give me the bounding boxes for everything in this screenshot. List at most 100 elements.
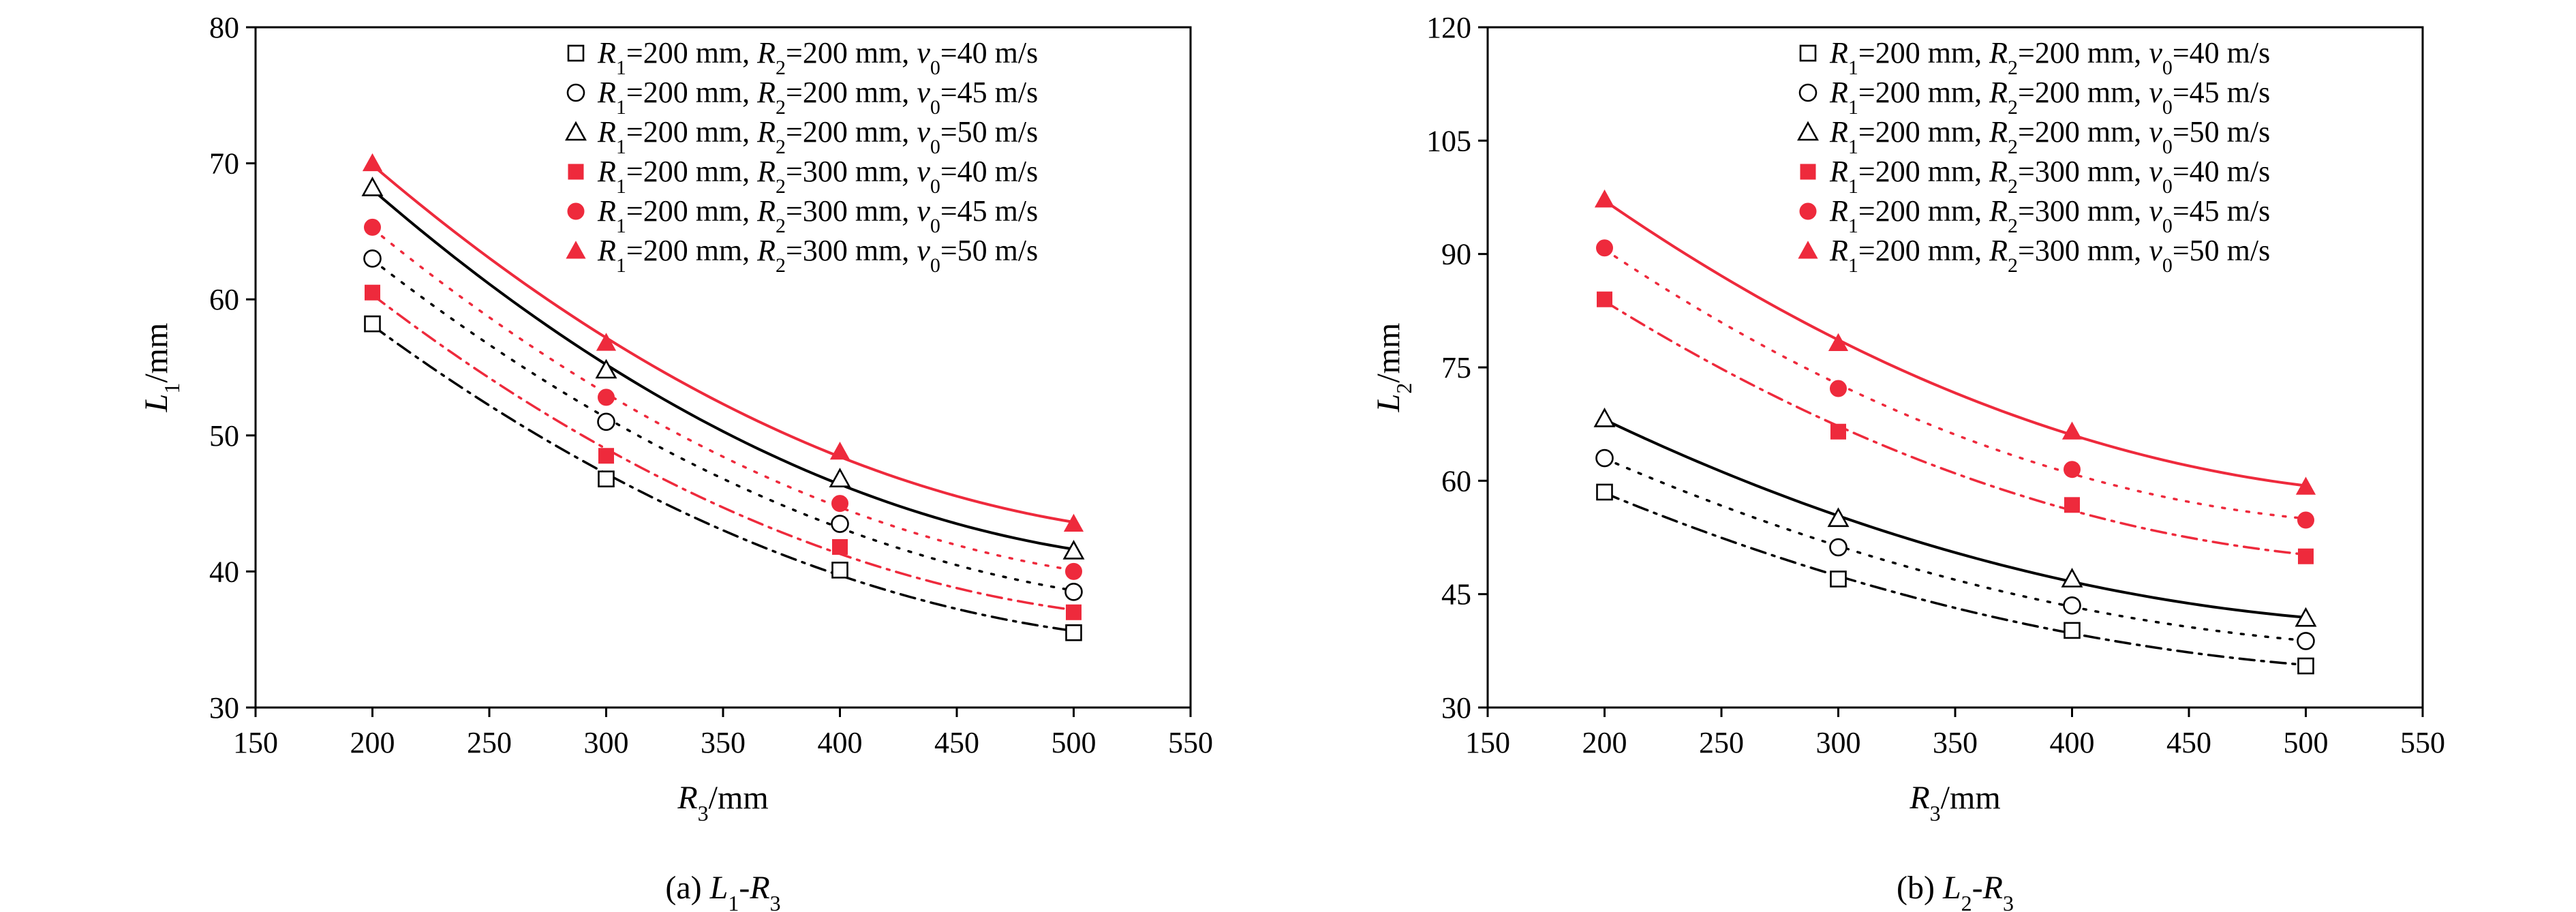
y-tick-label: 45 — [1441, 578, 1471, 611]
legend-marker-6 — [566, 241, 586, 259]
panel-a: 150 200 250 300 350 400 450 500 550 30 40 50 60 70 80 R… — [138, 11, 1213, 912]
legend-entry-3: R1=200 mm, R2=200 mm, v0=50 m/s — [1829, 115, 2270, 158]
y-tick-label: 30 — [1441, 691, 1471, 725]
x-axis-label: R3/mm — [677, 780, 768, 825]
data-point-s4-500 — [2298, 548, 2314, 564]
x-tick-label: 500 — [2284, 726, 2329, 759]
data-point-s2-200 — [1595, 449, 1614, 468]
legend-entry-5: R1=200 mm, R2=300 mm, v0=45 m/s — [597, 194, 1038, 237]
x-tick-label: 150 — [233, 726, 278, 759]
data-point-s3-200 — [1593, 407, 1616, 427]
series-fit-line-4 — [371, 293, 1075, 611]
series-fit-line-4 — [1603, 300, 2307, 556]
data-point-s4-500 — [1066, 604, 1082, 620]
data-point-s5-400 — [831, 495, 848, 513]
y-tick-label: 75 — [1441, 351, 1471, 384]
data-point-s1-500 — [1065, 624, 1082, 641]
data-point-s2-300 — [1829, 538, 1847, 557]
legend-entry-1: R1=200 mm, R2=200 mm, v0=40 m/s — [1829, 36, 2270, 79]
x-tick-label: 400 — [2050, 726, 2095, 759]
x-tick-label: 450 — [2166, 726, 2211, 759]
y-tick-label: 80 — [209, 11, 239, 44]
data-point-s2-500 — [2297, 632, 2315, 650]
x-tick-label: 300 — [1816, 726, 1861, 759]
y-tick-label: 120 — [1426, 11, 1471, 44]
y-axis-label: L2/mm — [1370, 323, 1416, 413]
data-point-s5-400 — [2064, 461, 2081, 478]
data-point-s4-300 — [598, 448, 614, 464]
legend-marker-1 — [567, 44, 585, 62]
legend-entry-3: R1=200 mm, R2=200 mm, v0=50 m/s — [597, 115, 1038, 158]
data-point-s6-300 — [1828, 333, 1849, 352]
data-point-s5-500 — [2297, 511, 2314, 529]
data-point-s4-400 — [832, 538, 848, 555]
series-fit-line-6 — [1603, 199, 2307, 487]
legend-entry-2: R1=200 mm, R2=200 mm, v0=45 m/s — [597, 76, 1038, 119]
y-tick-label: 90 — [1441, 238, 1471, 271]
data-point-s3-300 — [1827, 507, 1850, 528]
legend-marker-3 — [1797, 121, 1819, 141]
data-point-s2-200 — [363, 249, 382, 268]
data-point-s6-200 — [1594, 189, 1615, 208]
y-tick-label: 60 — [1441, 464, 1471, 498]
series-fit-line-1 — [1603, 491, 2307, 667]
x-tick-label: 150 — [1465, 726, 1510, 759]
x-axis-label: R3/mm — [1909, 780, 2000, 825]
figure-caption: (b) L2-R3 — [1897, 870, 2014, 912]
data-point-s1-400 — [831, 562, 848, 579]
series-fit-line-2 — [1603, 457, 2307, 642]
series-fit-line-1 — [371, 324, 1075, 633]
x-tick-label: 250 — [467, 726, 512, 759]
data-point-s5-500 — [1065, 562, 1082, 580]
legend-entry-1: R1=200 mm, R2=200 mm, v0=40 m/s — [597, 36, 1038, 79]
legend-marker-4 — [568, 164, 584, 180]
series-fit-line-3 — [371, 188, 1075, 551]
x-tick-label: 450 — [934, 726, 979, 759]
data-point-s3-300 — [595, 359, 617, 379]
data-point-s1-500 — [2297, 657, 2314, 675]
legend-marker-5 — [1799, 202, 1817, 220]
x-tick-label: 500 — [1052, 726, 1097, 759]
x-tick-label: 350 — [701, 726, 746, 759]
data-point-s3-400 — [2061, 568, 2083, 588]
series-fit-line-2 — [371, 258, 1075, 592]
panel-b: 150 200 250 300 350 400 450 500 550 30 45 60 75 90 105… — [1370, 11, 2445, 912]
legend-marker-3 — [565, 121, 587, 141]
data-point-s1-300 — [1830, 571, 1847, 588]
data-point-s3-400 — [829, 468, 851, 487]
series-fit-line-5 — [1603, 248, 2307, 520]
legend-entry-6: R1=200 mm, R2=300 mm, v0=50 m/s — [597, 234, 1038, 277]
data-point-s5-200 — [1596, 239, 1613, 257]
figure-caption: (a) L1-R3 — [665, 870, 780, 912]
data-point-s5-300 — [598, 389, 615, 406]
series-fit-line-3 — [1603, 418, 2307, 619]
data-point-s4-200 — [365, 284, 380, 301]
legend-entry-4: R1=200 mm, R2=300 mm, v0=40 m/s — [1829, 155, 2270, 198]
series-fit-line-6 — [371, 164, 1075, 524]
y-tick-label: 60 — [209, 283, 239, 316]
data-point-s5-300 — [1830, 380, 1847, 397]
data-point-s4-200 — [1597, 291, 1612, 307]
data-point-s2-500 — [1064, 583, 1083, 601]
data-point-s2-400 — [2063, 596, 2081, 615]
legend-marker-5 — [567, 202, 585, 220]
y-tick-label: 105 — [1426, 124, 1471, 157]
legend-entry-5: R1=200 mm, R2=300 mm, v0=45 m/s — [1829, 194, 2270, 237]
legend-marker-2 — [1798, 83, 1818, 102]
data-point-s6-400 — [829, 441, 850, 460]
x-tick-label: 300 — [584, 726, 629, 759]
legend-entry-4: R1=200 mm, R2=300 mm, v0=40 m/s — [597, 155, 1038, 198]
series-fit-line-5 — [371, 227, 1075, 572]
data-point-s6-400 — [2061, 421, 2083, 440]
data-point-s3-500 — [2295, 607, 2317, 627]
data-point-s5-200 — [364, 218, 381, 236]
x-tick-label: 200 — [350, 726, 395, 759]
data-point-s6-200 — [362, 153, 383, 172]
legend-marker-1 — [1799, 44, 1817, 62]
data-point-s6-500 — [1063, 513, 1084, 532]
y-tick-label: 50 — [209, 419, 239, 453]
data-point-s2-300 — [597, 412, 615, 431]
legend-marker-2 — [566, 83, 585, 102]
legend-marker-4 — [1800, 164, 1816, 180]
